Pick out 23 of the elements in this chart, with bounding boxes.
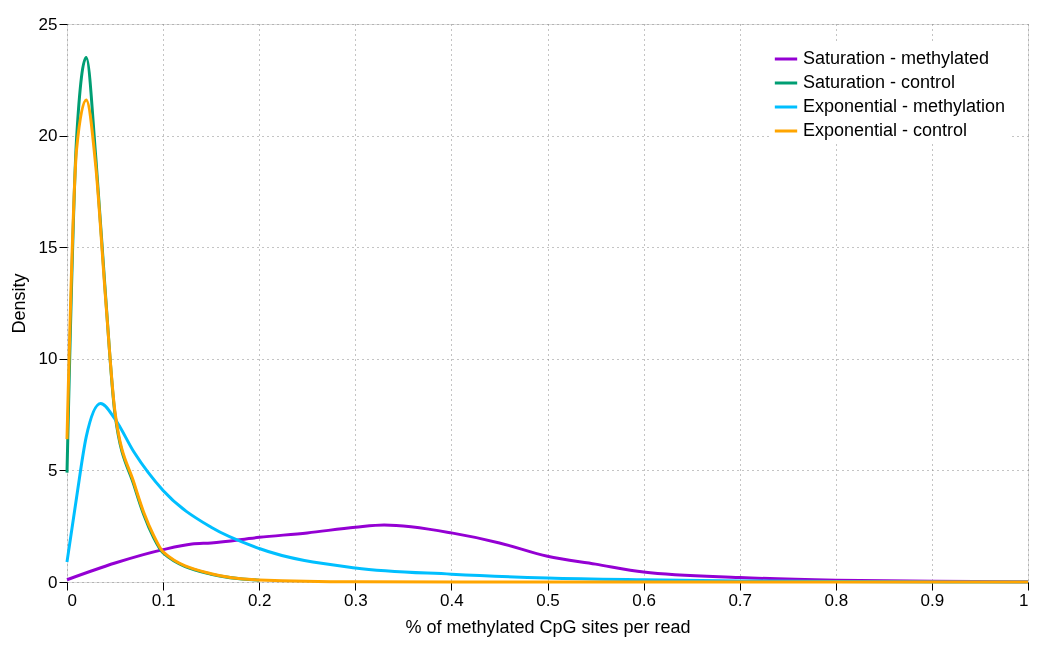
- x-tick-label: 1: [1019, 590, 1029, 610]
- x-tick-label: 0.2: [247, 590, 272, 610]
- x-tick-label: 0.9: [920, 590, 945, 610]
- y-tick-label: 20: [38, 126, 58, 146]
- x-axis-title: % of methylated CpG sites per read: [405, 616, 691, 637]
- legend-label: Saturation - control: [803, 72, 956, 92]
- legend-label: Saturation - methylated: [803, 48, 990, 68]
- x-tick-label: 0.3: [343, 590, 368, 610]
- legend-label: Exponential - methylation: [803, 96, 1006, 116]
- x-tick-label: 0.1: [151, 590, 176, 610]
- x-tick-label: 0: [67, 590, 77, 610]
- legend-label: Exponential - control: [803, 120, 968, 140]
- x-tick-label: 0.5: [536, 590, 560, 610]
- x-tick-label: 0.7: [728, 590, 753, 610]
- y-tick-label: 25: [38, 14, 58, 34]
- y-tick-label: 15: [38, 237, 58, 257]
- x-tick-label: 0.6: [632, 590, 656, 610]
- x-tick-label: 0.4: [440, 590, 464, 610]
- x-tick-label: 0.8: [824, 590, 849, 610]
- y-tick-label: 0: [48, 572, 58, 592]
- y-tick-label: 10: [38, 349, 58, 369]
- y-axis-title: Density: [8, 273, 29, 334]
- y-tick-label: 5: [48, 460, 58, 480]
